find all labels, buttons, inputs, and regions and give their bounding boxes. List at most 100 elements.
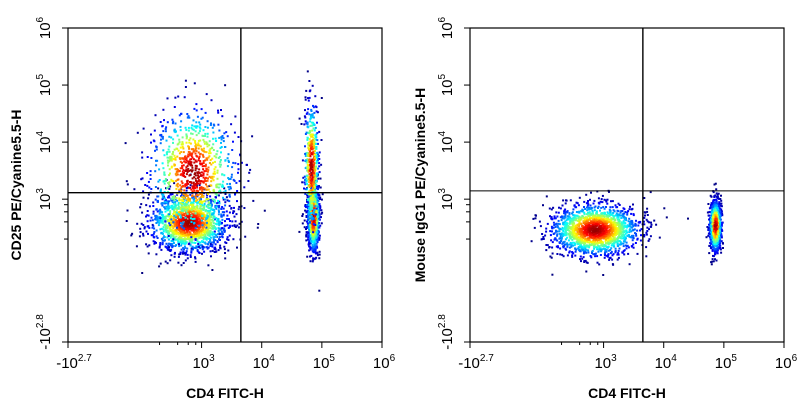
event-dot (167, 203, 170, 206)
event-dot (305, 216, 308, 218)
event-dot (314, 183, 316, 186)
event-dot (605, 236, 608, 239)
event-dot (184, 183, 187, 186)
event-dot (181, 167, 184, 170)
event-dot (583, 211, 586, 214)
event-dot (188, 187, 191, 190)
event-dot (197, 151, 200, 154)
event-dot (311, 158, 314, 161)
event-dot (191, 245, 194, 248)
event-dot (211, 177, 214, 180)
event-dot (197, 220, 200, 223)
event-dot (307, 223, 310, 226)
event-dot (621, 237, 624, 240)
event-dot (224, 189, 227, 192)
event-dot (215, 202, 218, 205)
event-dot (176, 199, 179, 202)
event-dot (314, 202, 317, 205)
event-dot (304, 116, 307, 119)
event-dot (131, 232, 134, 235)
event-dot (192, 248, 194, 251)
event-dot (204, 242, 207, 245)
event-dot (623, 218, 626, 221)
event-dot (168, 213, 171, 216)
event-dot (163, 171, 166, 174)
event-dot (586, 218, 589, 221)
event-dot (181, 213, 184, 216)
event-dot (576, 241, 579, 244)
event-dot (180, 173, 183, 176)
event-dot (542, 238, 545, 240)
event-dot (176, 215, 179, 218)
event-dot (155, 235, 158, 238)
event-dot (154, 218, 157, 221)
event-dot (315, 213, 318, 216)
event-dot (594, 252, 597, 255)
event-dot (607, 216, 609, 219)
event-dot (175, 235, 178, 238)
event-dot (313, 209, 316, 211)
event-dot (227, 227, 230, 229)
event-dot (199, 241, 202, 244)
event-dot (178, 229, 181, 232)
event-dot (193, 233, 195, 236)
event-dot (199, 182, 202, 185)
event-dot (313, 123, 316, 126)
event-dot (646, 214, 649, 216)
event-dot (173, 203, 176, 206)
event-dot (581, 247, 584, 250)
event-dot (165, 229, 168, 232)
event-dot (301, 181, 304, 184)
event-dot (213, 226, 216, 229)
event-dot (605, 250, 608, 253)
event-dot (152, 232, 155, 235)
event-dot (185, 206, 188, 208)
event-dot (604, 248, 607, 251)
event-dot (228, 195, 231, 198)
event-dot (306, 169, 309, 172)
event-dot (218, 233, 221, 236)
event-dot (317, 154, 320, 157)
event-dot (154, 198, 157, 201)
event-dot (308, 184, 311, 186)
event-dot (188, 238, 190, 240)
event-dot (204, 235, 206, 238)
event-dot (313, 167, 316, 170)
event-dot (179, 251, 182, 254)
event-dot (148, 205, 151, 208)
event-dot (205, 93, 208, 96)
event-dot (308, 245, 311, 248)
event-dot (188, 240, 191, 243)
event-dot (317, 173, 319, 176)
event-dot (191, 241, 193, 244)
event-dot (218, 136, 221, 139)
event-dot (169, 193, 172, 196)
event-dot (158, 265, 161, 268)
event-dot (321, 211, 324, 214)
event-dot (143, 227, 146, 230)
event-dot (187, 162, 190, 165)
event-dot (618, 234, 621, 237)
event-dot (155, 208, 158, 211)
event-dot (320, 163, 323, 166)
event-dot (193, 210, 196, 213)
event-dot (309, 117, 312, 120)
event-dot (196, 115, 199, 118)
event-dot (587, 214, 590, 217)
event-dot (311, 129, 314, 132)
event-dot (592, 238, 595, 241)
event-dot (584, 216, 587, 219)
event-dot (180, 222, 182, 225)
event-dot (640, 234, 642, 237)
event-dot (176, 227, 179, 230)
event-dot (210, 215, 213, 218)
event-dot (185, 201, 188, 204)
event-dot (231, 166, 234, 169)
event-dot (194, 164, 197, 167)
event-dot (186, 225, 188, 228)
event-dot (564, 211, 567, 214)
event-dot (196, 186, 199, 189)
event-dot (183, 160, 186, 163)
event-dot (220, 141, 222, 144)
event-dot (313, 165, 316, 168)
